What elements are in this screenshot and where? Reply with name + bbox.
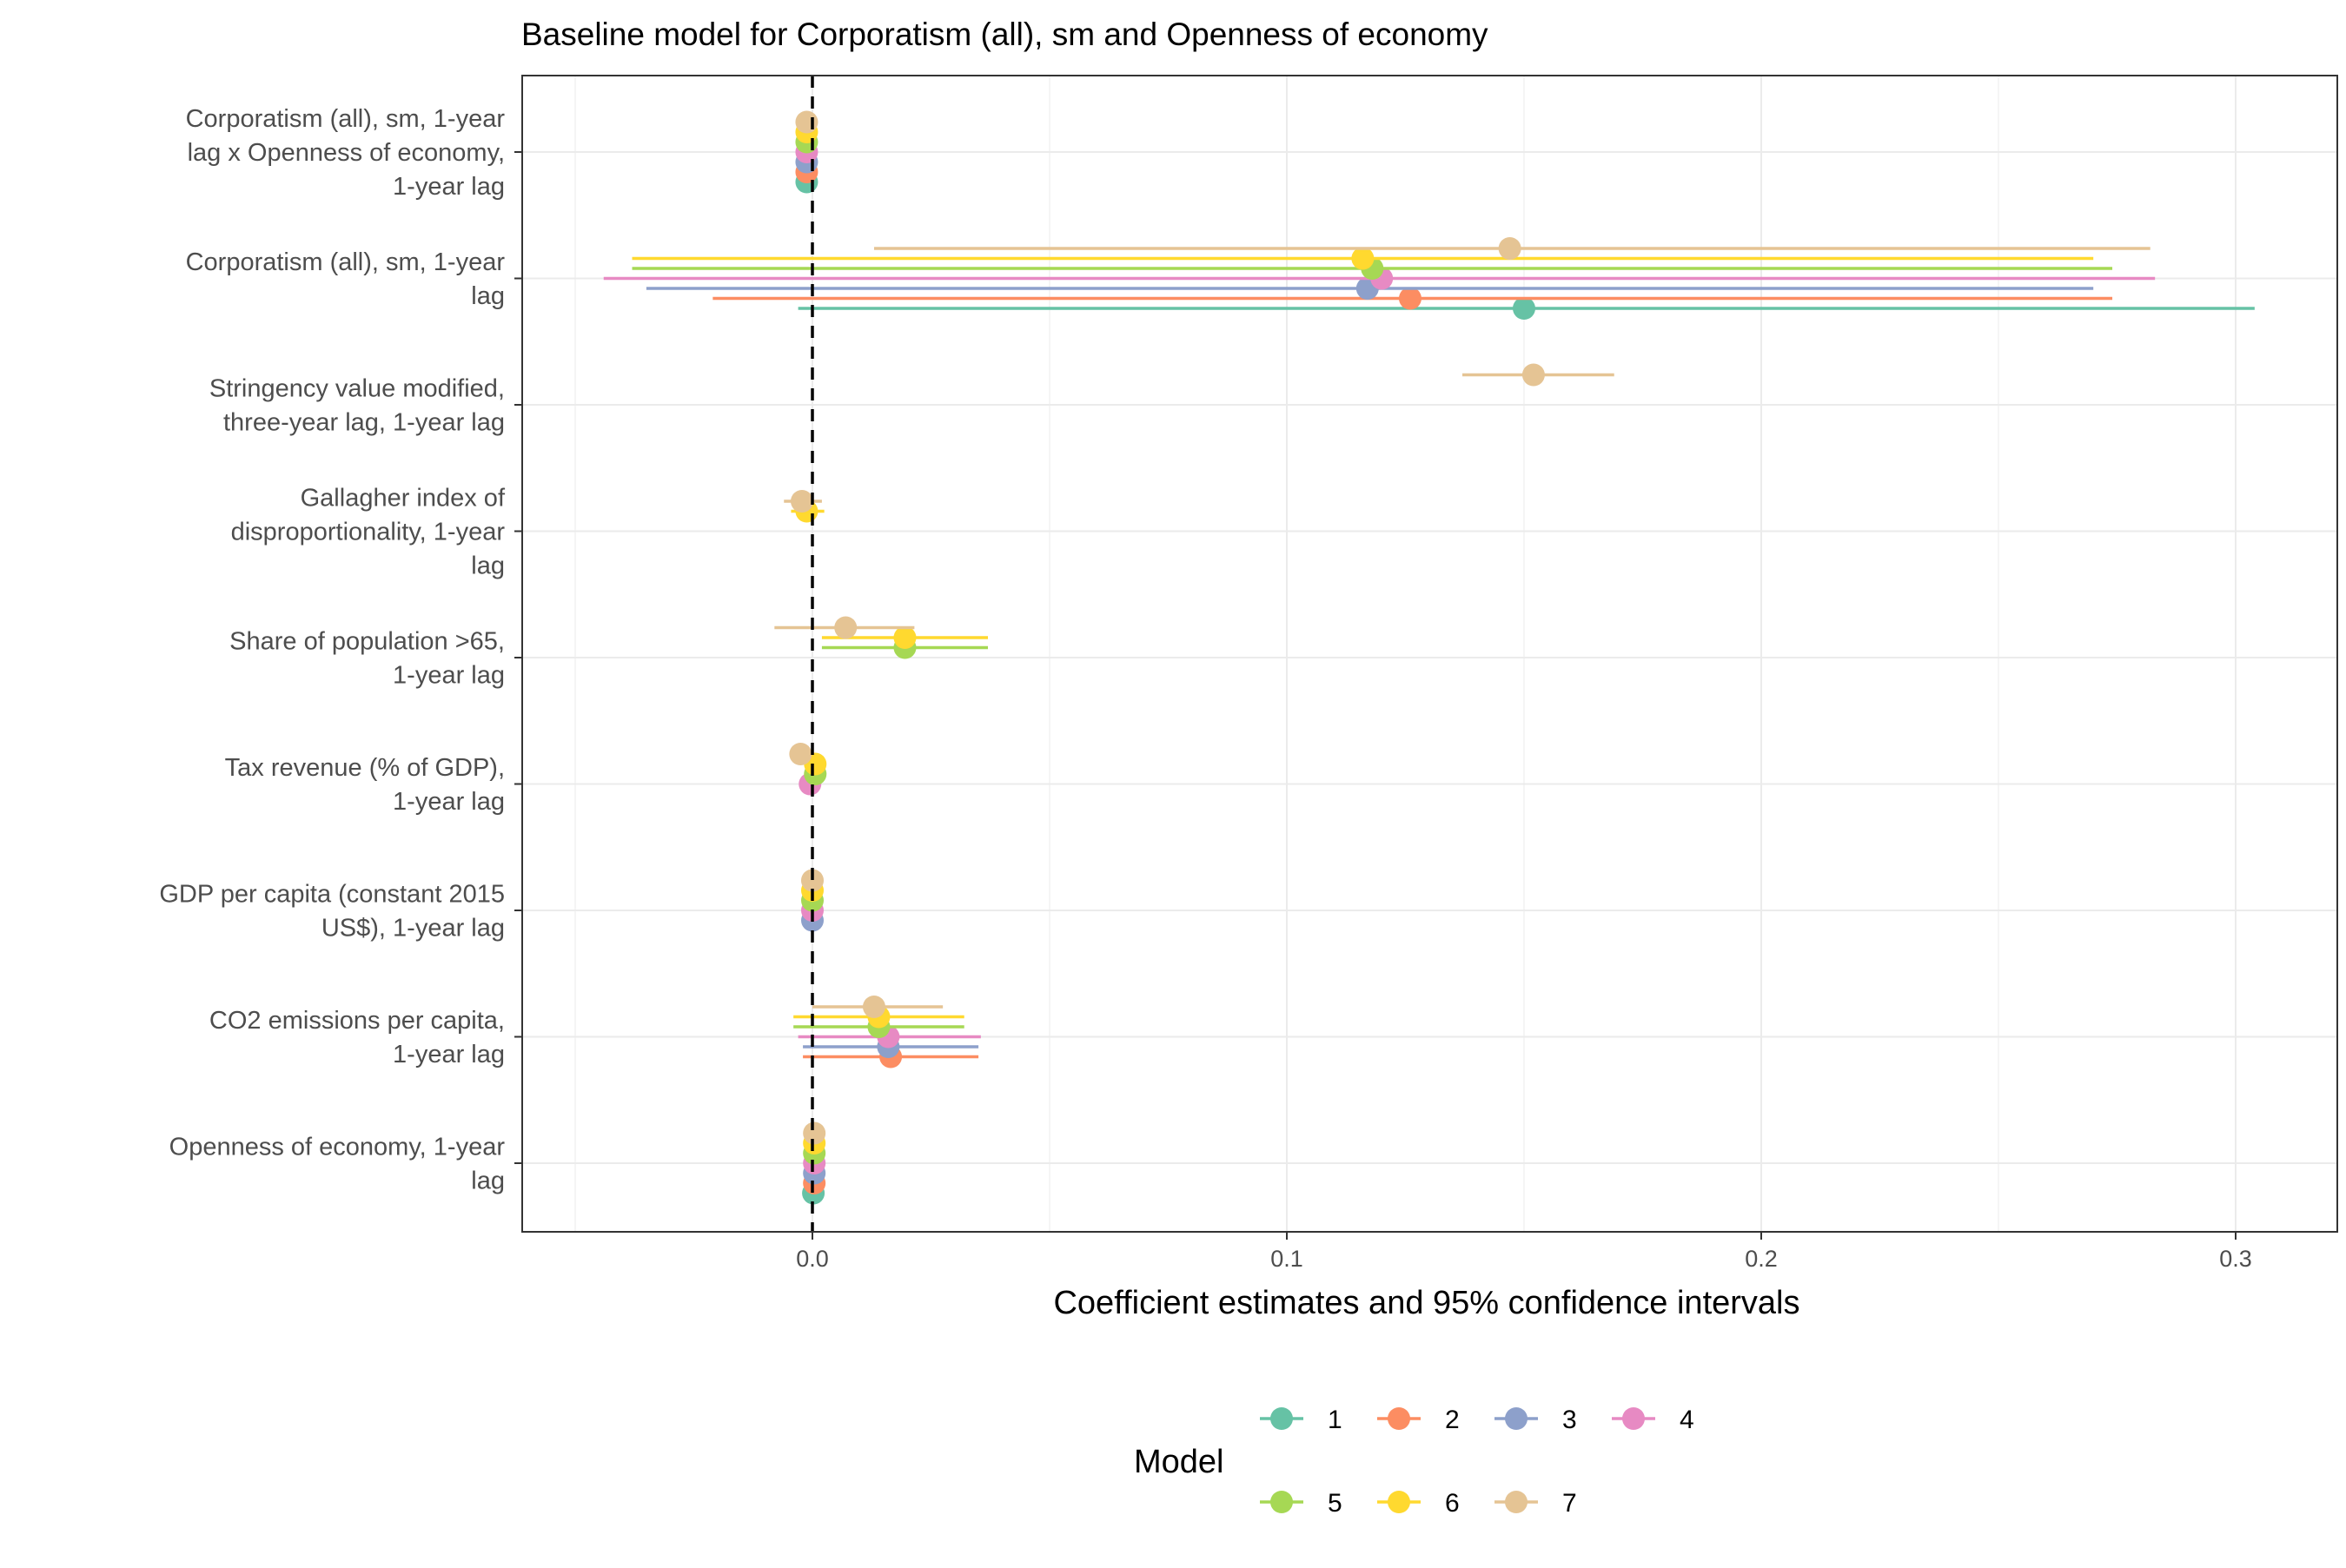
estimate-point-model-7	[1498, 237, 1521, 260]
x-tick-label: 0.3	[2219, 1246, 2252, 1272]
y-tick-label: Tax revenue (% of GDP), 1-year lag	[225, 754, 505, 816]
y-tick-label-line: Corporatism (all), sm, 1-year	[186, 248, 506, 276]
estimate-point-model-7	[790, 490, 813, 513]
legend-key-point-1	[1270, 1407, 1293, 1430]
estimate-point-model-2	[1398, 287, 1422, 310]
estimate-point-model-6	[893, 626, 917, 649]
y-tick-label-line: disproportionality, 1-year	[231, 519, 506, 546]
x-axis: 0.0 0.1 0.2 0.3	[796, 1232, 2252, 1272]
estimate-point-model-7	[789, 743, 812, 765]
y-tick-label-line: Tax revenue (% of GDP),	[225, 754, 505, 782]
y-tick-label: Gallagher index of disproportionality, 1-…	[231, 485, 506, 580]
estimate-point-model-7	[834, 616, 858, 639]
y-tick-label-line: US$), 1-year lag	[321, 915, 505, 943]
legend-label-6: 6	[1445, 1489, 1460, 1518]
estimate-point-model-7	[862, 996, 885, 1018]
y-tick-label-line: three-year lag, 1-year lag	[223, 409, 505, 437]
y-tick-label-line: lag	[471, 1168, 505, 1195]
plot-marks	[603, 76, 2255, 1232]
legend-label-3: 3	[1562, 1406, 1577, 1434]
y-tick-label-line: 1-year lag	[393, 662, 505, 690]
y-tick-label-line: Share of population >65,	[229, 628, 505, 656]
legend-label-7: 7	[1562, 1489, 1577, 1518]
y-tick-label-line: lag	[471, 282, 505, 310]
y-tick-label: Openness of economy, 1-year lag	[169, 1134, 506, 1195]
y-tick-label: Corporatism (all), sm, 1-year lag	[186, 248, 506, 310]
estimate-point-model-7	[1521, 363, 1545, 387]
y-axis: Corporatism (all), sm, 1-year lag x Openn…	[159, 105, 522, 1195]
y-tick-label-line: CO2 emissions per capita,	[209, 1007, 505, 1035]
y-tick-label-line: Gallagher index of	[301, 485, 506, 513]
estimate-point-model-7	[803, 1121, 826, 1145]
legend-key-point-5	[1270, 1491, 1293, 1513]
estimate-point-model-6	[1351, 247, 1375, 270]
legend-key-point-2	[1388, 1407, 1410, 1430]
y-tick-label-line: lag	[471, 552, 505, 580]
y-tick-label-line: 1-year lag	[393, 173, 505, 201]
y-tick-label: Corporatism (all), sm, 1-year lag x Openn…	[186, 105, 506, 201]
y-tick-label-line: lag x Openness of economy,	[188, 139, 505, 167]
panel-border	[521, 75, 2338, 1233]
y-tick-label-line: 1-year lag	[393, 788, 505, 816]
legend-label-2: 2	[1445, 1406, 1460, 1434]
chart-title: Baseline model for Corporatism (all), sm…	[521, 17, 1488, 52]
x-tick-label: 0.1	[1270, 1246, 1303, 1272]
x-tick-label: 0.2	[1745, 1246, 1778, 1272]
y-tick-label: Stringency value modified, three-year lag…	[209, 375, 505, 437]
legend-title: Model	[1134, 1444, 1224, 1480]
legend: Model 1 2 3 4 5 6 7	[1134, 1406, 1694, 1518]
y-tick-label-line: Corporatism (all), sm, 1-year	[186, 105, 506, 133]
x-axis-title: Coefficient estimates and 95% confidence…	[1053, 1285, 1799, 1321]
y-tick-label-line: Openness of economy, 1-year	[169, 1134, 506, 1161]
legend-label-1: 1	[1328, 1406, 1342, 1434]
estimate-point-model-7	[795, 110, 818, 134]
y-tick-label-line: 1-year lag	[393, 1041, 505, 1068]
y-tick-label: GDP per capita (constant 2015 US$), 1-yea…	[159, 881, 505, 943]
estimate-point-model-1	[1513, 297, 1535, 320]
y-tick-label: Share of population >65, 1-year lag	[229, 628, 505, 690]
y-tick-label-line: Stringency value modified,	[209, 375, 505, 403]
legend-key-point-4	[1622, 1407, 1645, 1430]
y-tick-label: CO2 emissions per capita, 1-year lag	[209, 1007, 505, 1068]
legend-label-5: 5	[1328, 1489, 1342, 1518]
estimate-point-model-7	[801, 869, 824, 892]
x-tick-label: 0.0	[796, 1246, 829, 1272]
legend-key-point-7	[1505, 1491, 1528, 1513]
legend-key-point-6	[1388, 1491, 1410, 1513]
legend-key-point-3	[1505, 1407, 1528, 1430]
y-tick-label-line: GDP per capita (constant 2015	[159, 881, 505, 909]
legend-label-4: 4	[1680, 1406, 1694, 1434]
